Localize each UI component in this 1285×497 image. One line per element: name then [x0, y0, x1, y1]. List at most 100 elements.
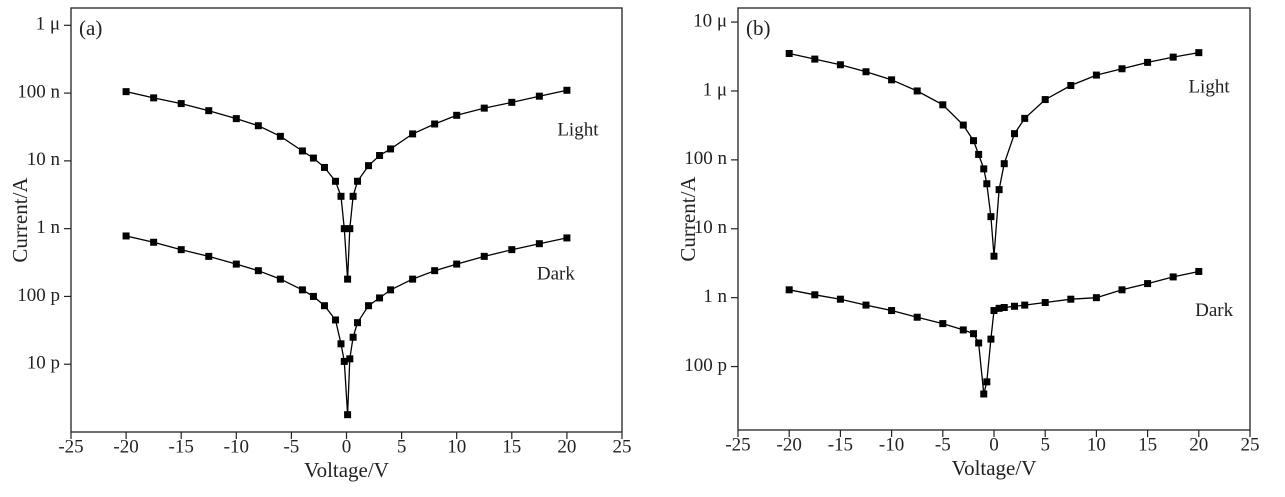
data-point — [1092, 71, 1100, 79]
data-point — [354, 319, 362, 327]
data-point — [785, 49, 793, 57]
data-point — [980, 165, 988, 173]
x-tick-label: -20 — [777, 434, 802, 455]
x-tick-label: -15 — [828, 434, 853, 455]
data-point — [913, 313, 921, 321]
data-point — [331, 316, 339, 324]
y-tick-label: 100 n — [17, 81, 60, 102]
x-tick-label: 15 — [1138, 434, 1157, 455]
data-point — [122, 88, 130, 96]
x-axis-title: Voltage/V — [952, 456, 1037, 480]
y-tick-label: 100 n — [684, 148, 727, 169]
data-point — [254, 122, 262, 130]
data-point — [1169, 53, 1177, 61]
y-tick-label: 1 μ — [703, 79, 727, 100]
data-point — [480, 104, 488, 112]
y-tick-label: 10 p — [27, 353, 60, 374]
data-point — [563, 86, 571, 94]
data-point — [376, 152, 384, 160]
data-point — [409, 275, 417, 283]
data-point — [995, 186, 1003, 194]
x-axis-title: Voltage/V — [304, 458, 389, 482]
x-tick-label: 0 — [342, 436, 352, 457]
x-tick-label: 0 — [989, 434, 999, 455]
y-tick-label: 1 μ — [36, 14, 60, 35]
data-point — [365, 302, 373, 310]
y-tick-label: 1 n — [36, 217, 60, 238]
data-point — [376, 294, 384, 302]
data-point — [1021, 114, 1029, 122]
data-point — [508, 98, 516, 106]
data-point — [298, 147, 306, 155]
data-point — [913, 87, 921, 95]
data-point — [309, 154, 317, 162]
data-point — [535, 240, 543, 248]
x-tick-label: 25 — [1241, 434, 1260, 455]
data-point — [453, 111, 461, 119]
series-label: Light — [1188, 77, 1230, 98]
data-point — [344, 411, 352, 419]
data-point — [344, 275, 352, 283]
x-tick-label: -5 — [935, 434, 951, 455]
data-point — [1000, 303, 1008, 311]
data-point — [276, 275, 284, 283]
data-point — [309, 292, 317, 300]
x-tick-label: 5 — [1040, 434, 1050, 455]
data-point — [320, 302, 328, 310]
data-point — [970, 330, 978, 338]
x-tick-label: -20 — [113, 436, 138, 457]
data-point — [990, 307, 998, 315]
series-line — [789, 270, 1199, 395]
x-tick-label: 10 — [447, 436, 466, 457]
series-line — [789, 51, 1199, 257]
data-point — [975, 339, 983, 347]
data-point — [409, 130, 417, 138]
data-point — [1092, 294, 1100, 302]
data-point — [975, 150, 983, 158]
data-point — [1041, 96, 1049, 104]
data-point — [1169, 273, 1177, 281]
data-point — [480, 252, 488, 260]
data-point — [983, 378, 991, 386]
data-point — [987, 213, 995, 221]
plot-frame — [70, 7, 623, 433]
data-point — [340, 357, 348, 365]
panel-label: (b) — [746, 16, 771, 40]
data-point — [811, 291, 819, 299]
data-point — [387, 145, 395, 153]
data-point — [980, 390, 988, 398]
data-point — [453, 260, 461, 268]
data-point — [431, 120, 439, 128]
data-point — [346, 225, 354, 233]
data-point — [1010, 130, 1018, 138]
series-label: Light — [557, 119, 599, 140]
series-label: Dark — [537, 263, 575, 284]
y-tick-label: 10 n — [27, 149, 61, 170]
x-tick-label: -25 — [725, 434, 750, 455]
x-tick-label: -25 — [58, 436, 83, 457]
data-point — [254, 267, 262, 275]
data-point — [983, 180, 991, 188]
data-point — [811, 55, 819, 63]
data-point — [939, 320, 947, 328]
data-point — [331, 177, 339, 185]
x-tick-label: -5 — [283, 436, 299, 457]
data-point — [535, 92, 543, 100]
series-label: Dark — [1195, 300, 1233, 321]
data-point — [563, 234, 571, 242]
data-point — [508, 246, 516, 254]
data-point — [365, 162, 373, 170]
y-tick-label: 10 μ — [693, 10, 727, 31]
data-point — [1000, 160, 1008, 168]
data-point — [177, 246, 185, 254]
data-point — [862, 301, 870, 309]
data-point — [995, 304, 1003, 312]
data-point — [970, 137, 978, 145]
data-point — [205, 107, 213, 115]
data-point — [959, 121, 967, 129]
data-point — [320, 163, 328, 171]
data-point — [1010, 302, 1018, 310]
data-point — [349, 333, 357, 341]
data-point — [346, 355, 354, 363]
data-point — [836, 295, 844, 303]
